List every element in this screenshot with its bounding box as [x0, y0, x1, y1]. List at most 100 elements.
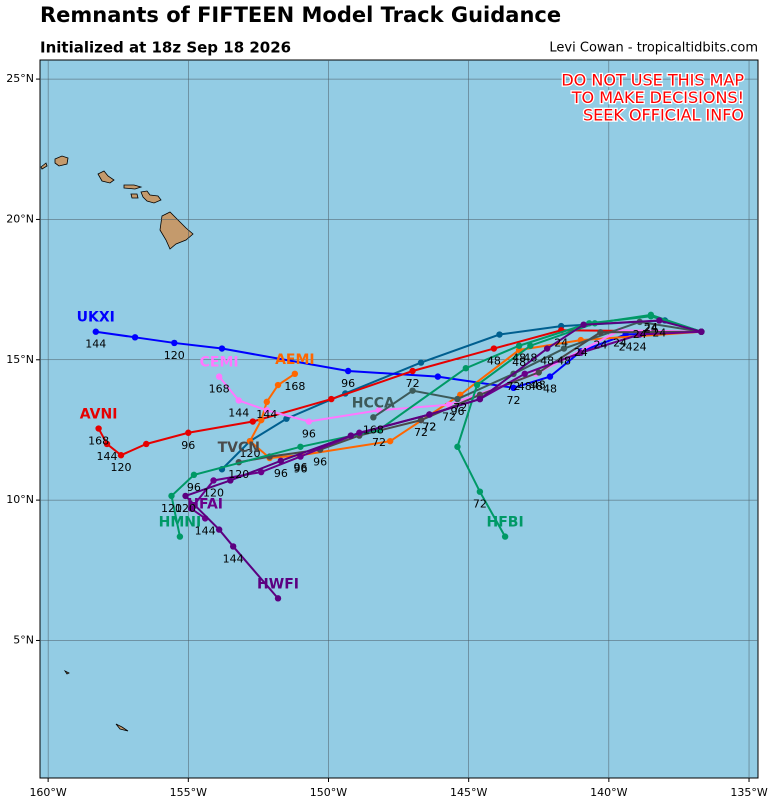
hour-label: 120: [111, 461, 132, 474]
track-line: [456, 313, 702, 538]
track-point: [454, 395, 461, 403]
track-point: [229, 543, 237, 550]
track-point: [263, 407, 271, 414]
warning-text: SEEK OFFICIAL INFO: [583, 106, 744, 125]
track-point: [235, 397, 242, 404]
track-point: [143, 440, 150, 448]
track-point: [462, 364, 470, 372]
hour-label: 96: [293, 461, 307, 474]
hour-label: 72: [473, 498, 487, 511]
track-point: [274, 381, 282, 389]
track-point: [171, 339, 178, 347]
track-point: [454, 443, 461, 450]
track-name: AVNI: [80, 407, 118, 423]
track-name: HMNI: [159, 515, 202, 531]
hour-label: 72: [507, 380, 521, 393]
hour-label: 24: [652, 326, 666, 339]
credit: Levi Cowan - tropicaltidbits.com: [549, 41, 758, 56]
hour-label: 144: [228, 406, 249, 419]
hour-label: 24: [633, 341, 647, 354]
track-point: [305, 418, 313, 425]
track-point: [95, 425, 102, 432]
track-point: [501, 533, 509, 540]
track-point: [182, 492, 189, 500]
island: [115, 723, 129, 732]
hour-label: 72: [414, 426, 428, 439]
track-point: [190, 471, 198, 479]
hour-label: 120: [203, 486, 224, 499]
track-point: [277, 457, 285, 465]
track-point: [103, 440, 111, 448]
hour-label: 48: [543, 383, 557, 396]
track-point: [510, 384, 517, 392]
track-point: [476, 488, 484, 495]
x-tick-label: 140°W: [590, 786, 627, 799]
track-point: [176, 533, 184, 540]
track-point: [515, 342, 523, 349]
track-name: TVCN: [218, 440, 260, 456]
hour-label: 72: [372, 436, 386, 449]
hour-label: 72: [453, 401, 467, 414]
y-tick-label: 10°N: [6, 493, 34, 506]
track-point: [246, 437, 254, 445]
hour-label: 24: [554, 336, 568, 349]
track-point: [215, 373, 223, 380]
track-point: [636, 331, 643, 338]
track-point: [698, 328, 705, 335]
hour-label: 96: [450, 405, 464, 418]
hour-label: 24: [644, 321, 658, 334]
hour-label: 168: [88, 435, 109, 448]
hour-label: 96: [302, 428, 316, 441]
track-point: [647, 311, 655, 319]
track-name: AEMI: [275, 352, 315, 368]
track-point: [434, 373, 442, 380]
track-point: [426, 411, 433, 418]
hour-label: 144: [223, 552, 244, 565]
track-point: [283, 415, 290, 422]
hour-label: 24: [613, 336, 627, 349]
track-point: [185, 429, 192, 436]
island: [40, 162, 48, 170]
hour-label: 24: [593, 338, 607, 351]
hour-label: 120: [239, 447, 260, 460]
hour-label: 96: [313, 456, 327, 469]
track-point: [656, 317, 663, 324]
x-tick-label: 135°W: [730, 786, 767, 799]
hour-label: 72: [406, 377, 420, 390]
track-point: [521, 370, 528, 378]
hour-label: 120: [164, 349, 185, 362]
hour-label: 72: [422, 421, 436, 434]
island: [130, 193, 139, 199]
hour-label: 72: [507, 394, 521, 407]
track-name: HWFI: [257, 576, 299, 592]
hour-label: 48: [532, 378, 546, 391]
hour-label: 72: [422, 421, 436, 434]
track-point: [490, 345, 498, 352]
island: [63, 669, 70, 675]
chart-subtitle: Initialized at 18z Sep 18 2026: [40, 39, 291, 57]
hour-label: 96: [181, 439, 195, 452]
hour-label: 48: [529, 380, 543, 393]
hour-label: 120: [175, 502, 196, 515]
island: [159, 211, 194, 250]
hour-label: 24: [633, 328, 647, 341]
track-name: UKXI: [77, 310, 115, 326]
track-point: [227, 477, 234, 484]
hour-label: 144: [256, 408, 277, 421]
track-point: [543, 345, 551, 352]
plot-area: [39, 59, 759, 779]
hour-label: 24: [644, 322, 658, 335]
hour-label: 48: [518, 380, 532, 393]
track-point: [409, 387, 416, 394]
track-point: [258, 468, 265, 476]
hour-label: 144: [85, 338, 106, 351]
track-point: [328, 395, 335, 403]
hour-label: 48: [512, 356, 526, 369]
track-point: [263, 398, 271, 406]
hour-label: 48: [487, 355, 501, 368]
hour-label: 48: [523, 352, 537, 365]
warning-text: TO MAKE DECISIONS!: [571, 88, 744, 107]
island: [97, 170, 115, 184]
labels: 24487296120144UKXI24487296120144168AVNI2…: [77, 310, 667, 593]
